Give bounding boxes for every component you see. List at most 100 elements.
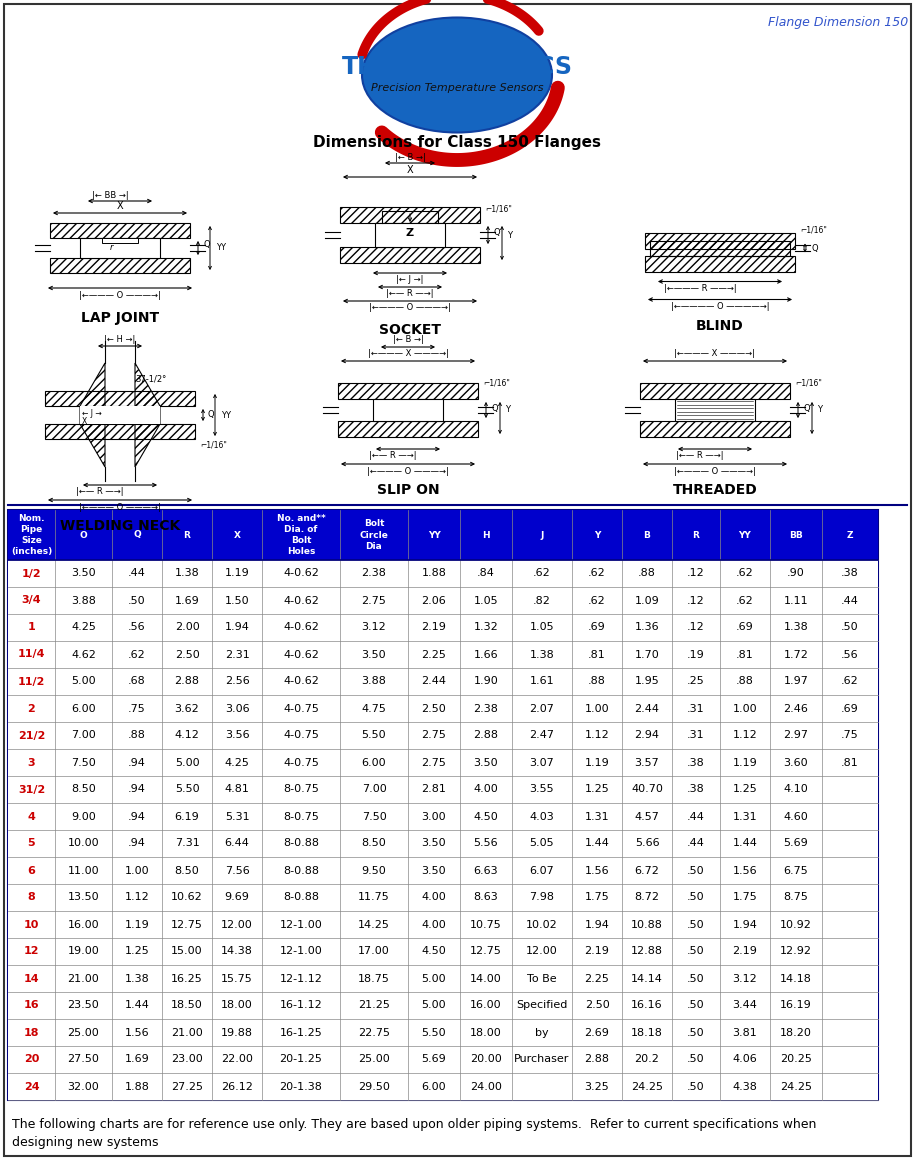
- Text: 2.75: 2.75: [422, 757, 447, 768]
- Text: Purchaser: Purchaser: [514, 1054, 570, 1065]
- Text: 1.95: 1.95: [635, 676, 660, 687]
- Text: 1.94: 1.94: [585, 920, 609, 929]
- Text: 3.25: 3.25: [585, 1081, 609, 1092]
- Text: 27.25: 27.25: [171, 1081, 203, 1092]
- Bar: [8, 695, 878, 722]
- Text: X: X: [82, 418, 87, 427]
- Text: 6.00: 6.00: [361, 757, 386, 768]
- Text: 4-0.62: 4-0.62: [283, 623, 319, 632]
- Text: YY: YY: [221, 411, 231, 420]
- Text: 1.25: 1.25: [585, 784, 609, 795]
- Text: 3.62: 3.62: [175, 703, 199, 713]
- Text: 3.00: 3.00: [422, 812, 447, 821]
- Bar: [8, 587, 878, 614]
- Text: 21.00: 21.00: [171, 1028, 203, 1037]
- Text: 9.69: 9.69: [224, 892, 250, 902]
- Text: YY: YY: [216, 244, 226, 253]
- Text: 5.50: 5.50: [361, 731, 386, 740]
- Text: 6.00: 6.00: [422, 1081, 447, 1092]
- Text: 4.75: 4.75: [361, 703, 386, 713]
- Text: ⌐1/16": ⌐1/16": [800, 225, 827, 234]
- Text: 2.38: 2.38: [474, 703, 499, 713]
- Text: X: X: [117, 201, 124, 211]
- Bar: [8, 1073, 878, 1100]
- Text: 4.62: 4.62: [71, 650, 96, 660]
- Text: 4-0.75: 4-0.75: [283, 703, 319, 713]
- Text: 6.75: 6.75: [783, 865, 808, 876]
- Text: 2.50: 2.50: [585, 1000, 609, 1010]
- Text: 9.00: 9.00: [71, 812, 96, 821]
- Text: 2.75: 2.75: [422, 731, 447, 740]
- Text: THREADED: THREADED: [673, 483, 758, 496]
- Text: .82: .82: [533, 595, 551, 606]
- Bar: [50, 258, 190, 273]
- Text: 4.00: 4.00: [474, 784, 499, 795]
- Text: 8-0.88: 8-0.88: [283, 865, 319, 876]
- Bar: [8, 857, 878, 884]
- Text: 7.31: 7.31: [175, 839, 199, 848]
- Text: X: X: [406, 165, 414, 175]
- Text: 5.56: 5.56: [474, 839, 499, 848]
- Text: 4.10: 4.10: [783, 784, 808, 795]
- Text: 5.50: 5.50: [422, 1028, 447, 1037]
- Text: .56: .56: [841, 650, 859, 660]
- Text: 12-1.00: 12-1.00: [280, 920, 322, 929]
- Text: ← J →: ← J →: [82, 408, 102, 418]
- Bar: [8, 510, 878, 560]
- Text: B: B: [643, 530, 651, 539]
- Bar: [340, 247, 480, 263]
- Text: 1.44: 1.44: [733, 839, 758, 848]
- Text: 1.97: 1.97: [783, 676, 809, 687]
- Text: 11/2: 11/2: [17, 676, 45, 687]
- Text: 3.55: 3.55: [530, 784, 554, 795]
- Text: .12: .12: [687, 623, 705, 632]
- Text: |←——— X ———→|: |←——— X ———→|: [674, 348, 756, 357]
- Text: 2.50: 2.50: [422, 703, 447, 713]
- Text: .94: .94: [128, 784, 145, 795]
- Bar: [8, 560, 878, 587]
- Text: 23.00: 23.00: [171, 1054, 203, 1065]
- Text: .31: .31: [687, 731, 705, 740]
- Text: 8.72: 8.72: [634, 892, 660, 902]
- Text: 8-0.75: 8-0.75: [283, 812, 319, 821]
- Text: .31: .31: [687, 703, 705, 713]
- Text: 1.05: 1.05: [530, 623, 554, 632]
- Bar: [650, 240, 790, 255]
- Text: 12.00: 12.00: [221, 920, 253, 929]
- Text: 1.00: 1.00: [733, 703, 758, 713]
- Text: 2: 2: [27, 703, 36, 713]
- Text: 12-1.12: 12-1.12: [280, 973, 322, 984]
- Text: 5.69: 5.69: [783, 839, 808, 848]
- Text: .38: .38: [841, 568, 859, 579]
- Text: YY: YY: [738, 530, 751, 539]
- Text: 4: 4: [27, 812, 36, 821]
- Text: 1.36: 1.36: [635, 623, 660, 632]
- Text: 4-0.62: 4-0.62: [283, 650, 319, 660]
- Text: 4-0.62: 4-0.62: [283, 595, 319, 606]
- Text: 1.94: 1.94: [733, 920, 758, 929]
- Text: 1.94: 1.94: [224, 623, 250, 632]
- Text: 1.05: 1.05: [474, 595, 499, 606]
- Text: Y: Y: [507, 231, 512, 239]
- Text: 18.18: 18.18: [631, 1028, 663, 1037]
- Text: 7.00: 7.00: [71, 731, 96, 740]
- Text: .88: .88: [588, 676, 606, 687]
- Text: J: J: [541, 530, 544, 539]
- Text: R: R: [184, 530, 190, 539]
- Text: 16.16: 16.16: [631, 1000, 662, 1010]
- Text: 4.81: 4.81: [224, 784, 250, 795]
- Text: 4.03: 4.03: [530, 812, 554, 821]
- Text: H: H: [482, 530, 490, 539]
- Text: .75: .75: [128, 703, 145, 713]
- Text: 3: 3: [27, 757, 36, 768]
- Text: 2.07: 2.07: [530, 703, 554, 713]
- Text: R: R: [693, 530, 699, 539]
- Text: 1.25: 1.25: [124, 947, 149, 957]
- Text: 14.18: 14.18: [780, 973, 812, 984]
- Text: .62: .62: [588, 595, 606, 606]
- Text: SLIP ON: SLIP ON: [377, 483, 439, 496]
- Text: 12.92: 12.92: [780, 947, 812, 957]
- Text: 2.44: 2.44: [634, 703, 660, 713]
- Text: 10.88: 10.88: [631, 920, 663, 929]
- Text: 4-0.75: 4-0.75: [283, 757, 319, 768]
